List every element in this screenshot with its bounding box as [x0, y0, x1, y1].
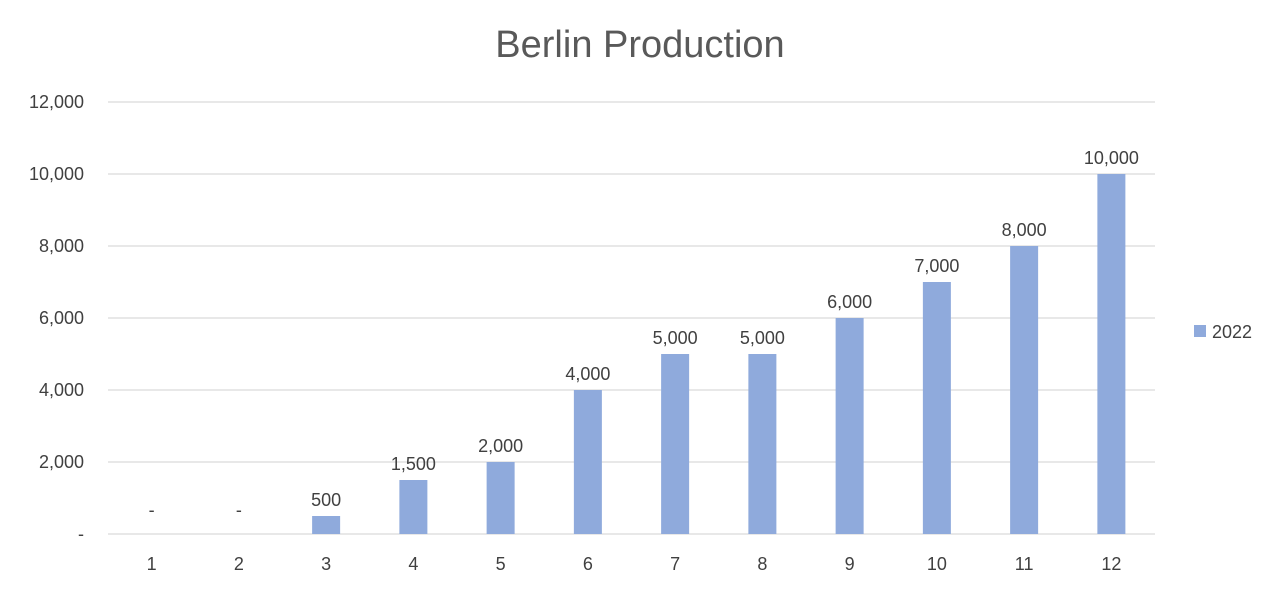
data-label: - [236, 500, 242, 520]
legend-swatch-2022 [1194, 325, 1206, 337]
bar [1010, 246, 1039, 534]
x-tick-label: 1 [147, 554, 157, 574]
y-tick-label: 12,000 [29, 92, 84, 112]
gridlines [108, 101, 1155, 535]
y-axis-ticks: - 2,000 4,000 6,000 8,000 10,000 12,000 [29, 92, 84, 544]
data-label: 1,500 [391, 454, 436, 474]
y-tick-label: 6,000 [39, 308, 84, 328]
data-label: 6,000 [827, 292, 872, 312]
data-label: 2,000 [478, 436, 523, 456]
legend-label-2022: 2022 [1212, 322, 1252, 342]
x-tick-label: 8 [757, 554, 767, 574]
x-tick-label: 11 [1015, 554, 1034, 574]
data-label: 4,000 [565, 364, 610, 384]
bar [486, 462, 515, 534]
data-label: - [149, 500, 155, 520]
data-label: 5,000 [653, 328, 698, 348]
bar [573, 390, 602, 534]
data-labels: - - 500 1,500 2,000 4,000 5,000 5,000 6,000 7,000… [149, 148, 1139, 520]
bar [399, 480, 428, 534]
x-tick-label: 2 [234, 554, 244, 574]
x-tick-label: 10 [927, 554, 947, 574]
x-tick-label: 3 [321, 554, 331, 574]
bar [922, 282, 951, 534]
data-label: 5,000 [740, 328, 785, 348]
x-tick-label: 5 [496, 554, 506, 574]
x-axis-ticks: 1 2 3 4 5 6 7 8 9 10 11 12 [147, 554, 1122, 574]
bar [835, 318, 864, 534]
y-tick-label: 4,000 [39, 380, 84, 400]
bar [748, 354, 777, 534]
y-tick-label: - [78, 524, 84, 544]
x-tick-label: 9 [845, 554, 855, 574]
y-tick-label: 2,000 [39, 452, 84, 472]
legend: 2022 [1194, 322, 1252, 342]
data-label: 10,000 [1084, 148, 1139, 168]
data-label: 500 [311, 490, 341, 510]
x-tick-label: 6 [583, 554, 593, 574]
data-label: 8,000 [1002, 220, 1047, 240]
data-label: 7,000 [914, 256, 959, 276]
y-tick-label: 10,000 [29, 164, 84, 184]
x-tick-label: 7 [670, 554, 680, 574]
chart-title: Berlin Production [495, 24, 784, 66]
x-tick-label: 12 [1101, 554, 1121, 574]
bar [661, 354, 690, 534]
x-tick-label: 4 [408, 554, 418, 574]
bar [312, 516, 341, 534]
bar [1097, 174, 1126, 534]
bars [312, 174, 1126, 534]
y-tick-label: 8,000 [39, 236, 84, 256]
